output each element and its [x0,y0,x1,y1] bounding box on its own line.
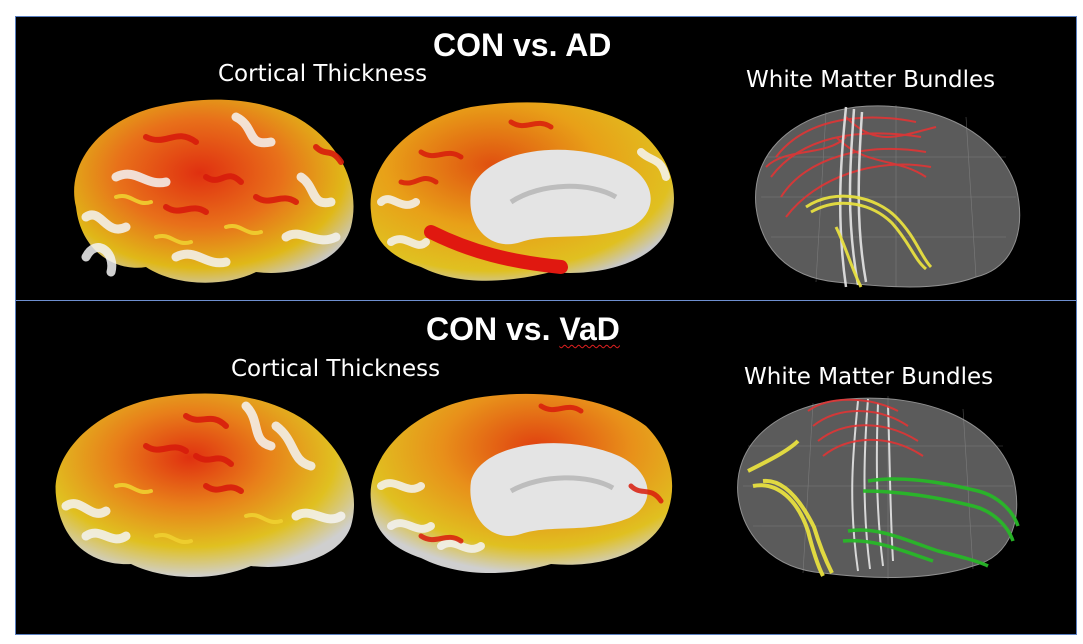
cortical-thickness-label: Cortical Thickness [231,356,441,382]
panel-con-vs-vad: CON vs. VaD Cortical Thickness White Mat… [16,301,1076,634]
medial-cortex-map [370,102,674,281]
panel-title: CON vs. AD [433,27,612,63]
lateral-cortex-map [55,393,355,578]
lateral-cortex-map [74,99,354,283]
panel-title-prefix: CON vs. [426,311,560,347]
cortical-thickness-label: Cortical Thickness [218,61,428,87]
white-matter-bundles-vad [737,396,1020,579]
white-matter-bundles-label: White Matter Bundles [744,364,994,390]
panel-con-vs-ad: CON vs. AD Cortical Thickness White Matt… [16,17,1076,300]
panel-divider [16,300,1076,301]
panel-title-vad: VaD [559,311,620,347]
figure-frame: CON vs. AD Cortical Thickness White Matt… [15,16,1077,635]
white-matter-bundles-ad [755,105,1021,288]
panel-title: CON vs. VaD [426,311,620,348]
white-matter-bundles-label: White Matter Bundles [746,67,996,93]
medial-cortex-map [370,393,673,574]
